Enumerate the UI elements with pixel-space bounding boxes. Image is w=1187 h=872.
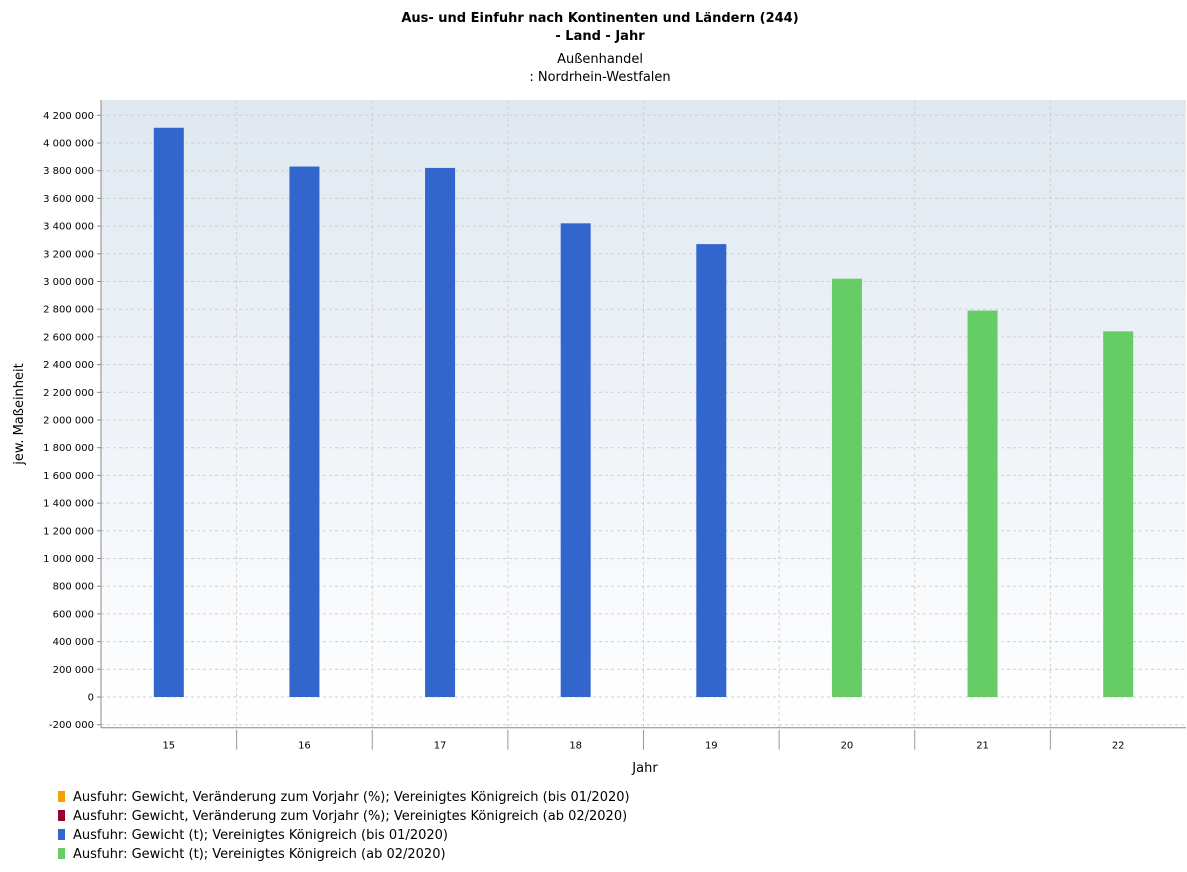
chart-subtitle: Außenhandel xyxy=(557,52,643,67)
y-tick-label: 0 xyxy=(88,693,94,704)
bars xyxy=(153,127,1134,698)
y-tick-label: -200 000 xyxy=(49,720,94,731)
y-tick-label: 1 000 000 xyxy=(43,554,94,565)
y-tick-label: 400 000 xyxy=(53,637,94,648)
legend: Ausfuhr: Gewicht, Veränderung zum Vorjah… xyxy=(58,788,630,864)
legend-item: Ausfuhr: Gewicht (t); Vereinigtes Königr… xyxy=(58,845,630,864)
x-tick-label: 18 xyxy=(569,741,582,752)
y-axis: -200 000 0 200 000 400 000 600 000 800 000 1 0… xyxy=(43,100,102,731)
y-tick-label: 3 200 000 xyxy=(43,249,94,260)
bar-22 xyxy=(1103,331,1134,697)
y-axis-label: jew. Maßeinheit xyxy=(12,363,27,465)
x-tick-label: 17 xyxy=(434,741,447,752)
x-tick-label: 16 xyxy=(298,741,311,752)
bar-17 xyxy=(425,167,456,697)
x-tick-label: 21 xyxy=(976,741,989,752)
bar-19 xyxy=(696,244,727,698)
x-tick-label: 19 xyxy=(705,741,718,752)
y-tick-label: 200 000 xyxy=(53,665,94,676)
legend-swatch xyxy=(58,848,65,859)
y-tick-label: 4 200 000 xyxy=(43,111,94,122)
bar-16 xyxy=(289,166,320,698)
chart-title-line2: - Land - Jahr xyxy=(555,29,645,44)
x-tick-label: 15 xyxy=(162,741,175,752)
y-tick-label: 2 800 000 xyxy=(43,305,94,316)
y-tick-label: 2 200 000 xyxy=(43,388,94,399)
y-tick-label: 800 000 xyxy=(53,582,94,593)
bar-18 xyxy=(560,223,591,697)
legend-label: Ausfuhr: Gewicht, Veränderung zum Vorjah… xyxy=(73,790,630,805)
legend-item: Ausfuhr: Gewicht, Veränderung zum Vorjah… xyxy=(58,807,630,826)
y-tick-label: 3 000 000 xyxy=(43,277,94,288)
bar-20 xyxy=(831,278,862,697)
legend-item: Ausfuhr: Gewicht (t); Vereinigtes Königr… xyxy=(58,826,630,845)
gridlines xyxy=(101,100,1186,728)
y-tick-label: 2 000 000 xyxy=(43,416,94,427)
legend-swatch xyxy=(58,791,65,802)
y-tick-label: 1 400 000 xyxy=(43,499,94,510)
bar-chart: Aus- und Einfuhr nach Kontinenten und Lä… xyxy=(12,11,1186,776)
legend-label: Ausfuhr: Gewicht, Veränderung zum Vorjah… xyxy=(73,809,628,824)
chart-title: Aus- und Einfuhr nach Kontinenten und Lä… xyxy=(401,11,798,26)
legend-swatch xyxy=(58,810,65,821)
y-tick-label: 1 200 000 xyxy=(43,526,94,537)
y-tick-label: 2 400 000 xyxy=(43,360,94,371)
bar-21 xyxy=(967,310,998,697)
x-axis-label: Jahr xyxy=(631,761,658,776)
legend-label: Ausfuhr: Gewicht (t); Vereinigtes Königr… xyxy=(73,847,446,862)
y-tick-label: 3 800 000 xyxy=(43,166,94,177)
legend-item: Ausfuhr: Gewicht, Veränderung zum Vorjah… xyxy=(58,788,630,807)
chart-subtitle-line2: : Nordrhein-Westfalen xyxy=(529,70,670,85)
y-tick-label: 2 600 000 xyxy=(43,332,94,343)
x-tick-label: 20 xyxy=(841,741,854,752)
y-tick-label: 3 400 000 xyxy=(43,222,94,233)
x-tick-label: 22 xyxy=(1112,741,1125,752)
legend-label: Ausfuhr: Gewicht (t); Vereinigtes Königr… xyxy=(73,828,448,843)
legend-swatch xyxy=(58,829,65,840)
y-tick-label: 600 000 xyxy=(53,609,94,620)
y-tick-label: 1 600 000 xyxy=(43,471,94,482)
y-tick-label: 3 600 000 xyxy=(43,194,94,205)
y-tick-label: 1 800 000 xyxy=(43,443,94,454)
y-tick-label: 4 000 000 xyxy=(43,139,94,150)
x-axis: 15 16 17 18 19 20 21 22 xyxy=(101,727,1186,752)
bar-15 xyxy=(153,127,184,697)
